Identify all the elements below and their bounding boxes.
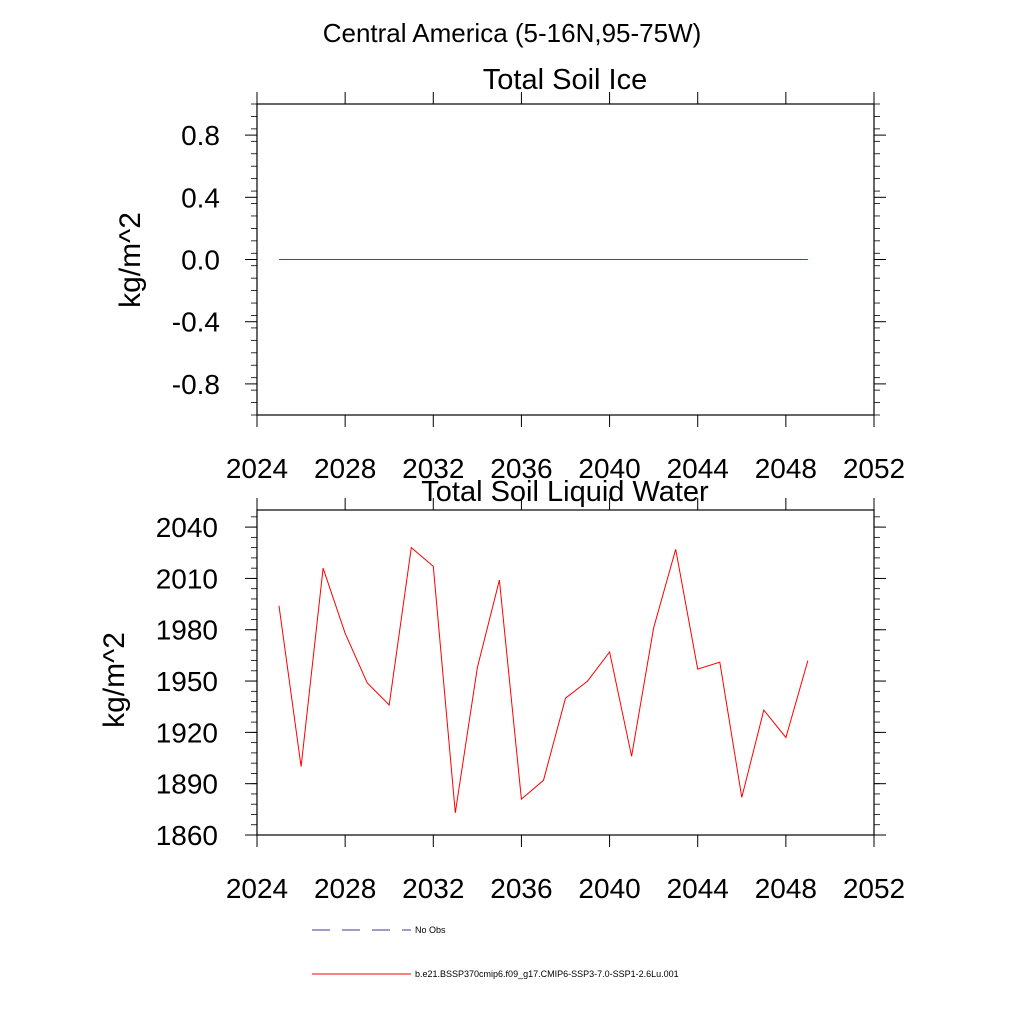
y-tick-label: 2040 [156,512,218,543]
y-tick-label: 1860 [156,820,218,851]
x-tick-label: 2032 [402,453,464,484]
x-tick-label: 2040 [578,873,640,904]
chart-title: Total Soil Liquid Water [421,476,709,508]
y-axis-label: kg/m^2 [98,632,131,728]
y-tick-label: 1890 [156,769,218,800]
panel-total-soil-liquid-water: Total Soil Liquid Water kg/m^2 2024 2028 2… [98,476,905,904]
y-tick-label: 1980 [156,615,218,646]
y-tick-label: 0.4 [181,182,220,213]
x-tick-label: 2040 [578,453,640,484]
legend: No Obs b.e21.BSSP370cmip6.f09_g17.CMIP6-… [312,925,679,979]
x-tick-label: 2028 [314,873,376,904]
legend-label-model-run: b.e21.BSSP370cmip6.f09_g17.CMIP6-SSP3-7.… [415,969,679,979]
x-tick-label: 2048 [755,453,817,484]
y-tick-label: 2010 [156,563,218,594]
y-tick-label: -0.8 [172,369,220,400]
figure-title: Central America (5-16N,95-75W) [323,18,702,48]
y-tick-label: 1950 [156,666,218,697]
y-tick-label: 0.0 [181,245,220,276]
x-tick-label: 2036 [490,453,552,484]
x-tick-label: 2052 [843,873,905,904]
y-tick-label: 0.8 [181,120,220,151]
legend-label-no-obs: No Obs [415,925,446,935]
x-tick-label: 2024 [226,453,288,484]
chart-title: Total Soil Ice [483,64,647,96]
x-tick-label: 2048 [755,873,817,904]
y-axis-label: kg/m^2 [114,212,147,308]
y-tick-label: 1920 [156,717,218,748]
x-tick-label: 2032 [402,873,464,904]
plot-frame [256,509,875,836]
x-tick-label: 2044 [667,873,729,904]
x-tick-label: 2052 [843,453,905,484]
x-tick-label: 2024 [226,873,288,904]
x-tick-label: 2028 [314,453,376,484]
panel-total-soil-ice: Total Soil Ice kg/m^2 2024 2028 2032 2036 20… [114,64,905,484]
y-tick-label: -0.4 [172,307,220,338]
x-tick-label: 2044 [667,453,729,484]
x-tick-label: 2036 [490,873,552,904]
series-line [278,546,809,813]
